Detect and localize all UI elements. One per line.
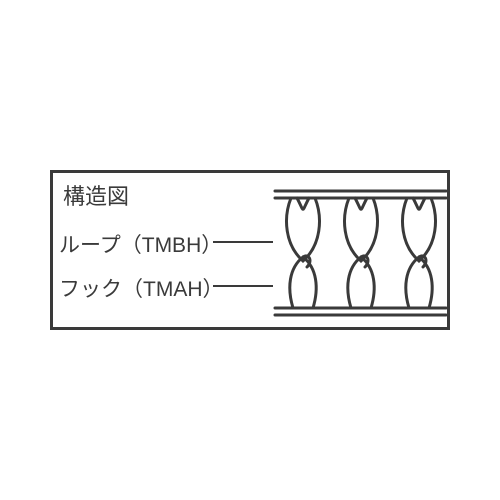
loop-2 [345,198,378,261]
loop-leader-line [213,241,273,243]
diagram-frame: 構造図 ループ（TMBH） フック（TMAH） [50,170,450,330]
hook-3 [406,256,432,308]
diagram-title: 構造図 [63,179,129,211]
hook-label: フック（TMAH） [59,273,224,303]
hook-leader-line [213,285,273,287]
loop-1 [287,198,320,261]
loop-3 [403,198,436,261]
hook-2 [348,256,374,308]
structure-diagram: 構造図 ループ（TMBH） フック（TMAH） [50,170,450,330]
loop-label: ループ（TMBH） [59,229,222,259]
fastener-illustration [273,183,448,323]
hook-1 [290,256,316,308]
